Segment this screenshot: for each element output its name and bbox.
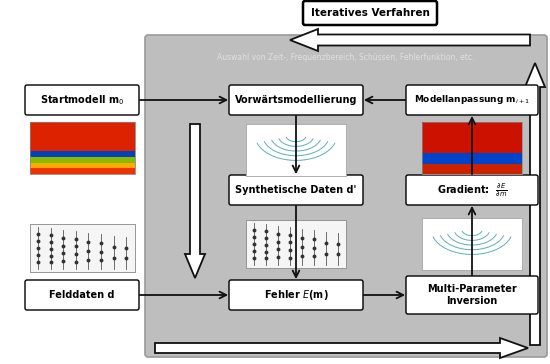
Bar: [30, 122, 135, 174]
Bar: [422, 122, 522, 153]
FancyBboxPatch shape: [406, 276, 538, 314]
Bar: [422, 163, 522, 174]
Text: Multi-Parameter
Inversion: Multi-Parameter Inversion: [427, 284, 517, 306]
Bar: [30, 122, 135, 151]
FancyBboxPatch shape: [303, 1, 437, 25]
FancyBboxPatch shape: [25, 85, 139, 115]
Bar: [422, 218, 522, 270]
Polygon shape: [155, 338, 528, 358]
FancyBboxPatch shape: [229, 85, 363, 115]
Bar: [246, 220, 346, 268]
Text: Iteratives Verfahren: Iteratives Verfahren: [311, 8, 430, 18]
FancyBboxPatch shape: [406, 85, 538, 115]
Bar: [30, 163, 135, 168]
Bar: [246, 124, 346, 176]
Bar: [30, 168, 135, 174]
Bar: [30, 122, 135, 174]
FancyBboxPatch shape: [229, 280, 363, 310]
Text: Fehler $E$(m): Fehler $E$(m): [263, 288, 328, 302]
Bar: [246, 124, 346, 176]
Bar: [422, 218, 522, 270]
Text: Vorwärtsmodellierung: Vorwärtsmodellierung: [235, 95, 358, 105]
FancyBboxPatch shape: [229, 175, 363, 205]
FancyBboxPatch shape: [145, 35, 547, 357]
Bar: [30, 224, 135, 272]
Text: Felddaten d: Felddaten d: [50, 290, 115, 300]
Bar: [246, 220, 346, 268]
Bar: [30, 224, 135, 272]
Bar: [30, 151, 135, 157]
Bar: [422, 122, 522, 174]
Polygon shape: [525, 63, 545, 345]
Text: Auswahl von Zeit-, Frequenzbereich, Schüssen, Fehlerfunktion, etc.: Auswahl von Zeit-, Frequenzbereich, Schü…: [217, 54, 475, 63]
Text: Startmodell m$_0$: Startmodell m$_0$: [40, 93, 124, 107]
Polygon shape: [185, 124, 205, 278]
Bar: [422, 122, 522, 174]
FancyBboxPatch shape: [406, 175, 538, 205]
FancyBboxPatch shape: [25, 280, 139, 310]
Text: Modellanpassung m$_{i+1}$: Modellanpassung m$_{i+1}$: [414, 94, 530, 107]
Bar: [422, 153, 522, 163]
Text: Gradient:  $\frac{\partial E}{\partial m}$: Gradient: $\frac{\partial E}{\partial m}…: [437, 181, 508, 199]
Text: Synthetische Daten d': Synthetische Daten d': [235, 185, 357, 195]
Bar: [30, 157, 135, 163]
Polygon shape: [290, 29, 530, 51]
